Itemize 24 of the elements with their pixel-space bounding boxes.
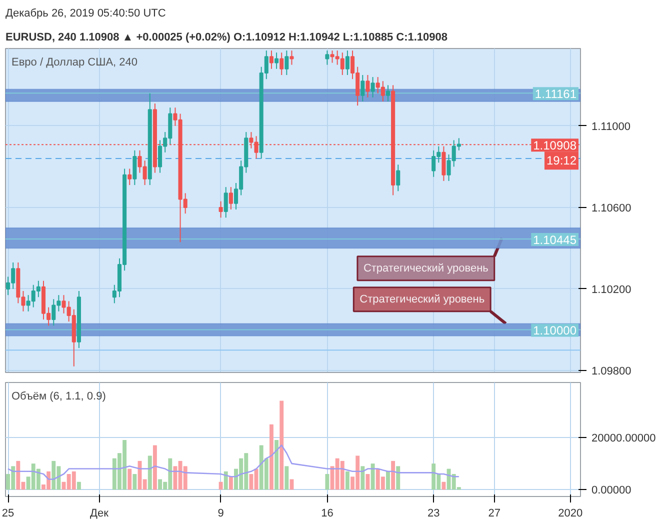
- x-tick-label: Дек: [90, 508, 109, 520]
- ref-line-label: 1.10445: [533, 233, 577, 248]
- x-tick-label: 23: [427, 508, 440, 520]
- y-tick-label: 20000.00000: [592, 432, 656, 444]
- x-tick-label: 16: [321, 508, 334, 520]
- ref-line-label: 1.10908: [533, 138, 577, 153]
- annotation: Стратегический уровень: [360, 293, 485, 306]
- y-tick-label: 0.00000: [592, 484, 632, 497]
- annotation: Евро / Доллар США, 240: [12, 56, 138, 68]
- x-tick-label: 9: [218, 508, 224, 520]
- y-tick-label: 1.10200: [592, 284, 632, 296]
- x-tick-label: 2020: [558, 508, 583, 520]
- chart-subtitle: EURUSD, 240 1.10908 ▲ +0.00025 (+0.02%) O:1.10912 H:1.10942 L:1.10885 C:1.10908: [6, 32, 448, 44]
- x-tick-label: 27: [488, 508, 501, 520]
- ref-line-label: 1.10000: [533, 324, 577, 338]
- chart-title: Декабрь 26, 2019 05:40:50 UTC: [6, 8, 166, 20]
- y-tick-label: 1.11000: [592, 120, 630, 133]
- text: Объём (6, 1.1, 0.9): [12, 390, 106, 402]
- ref-line-label: 1.11161: [534, 87, 577, 102]
- annotation: 19:12: [546, 154, 577, 168]
- y-tick-label: 1.09800: [592, 365, 632, 378]
- x-tick-label: 25: [2, 508, 14, 520]
- annotation: Стратегический уровень: [363, 262, 489, 274]
- y-tick-label: 1.10600: [592, 202, 632, 214]
